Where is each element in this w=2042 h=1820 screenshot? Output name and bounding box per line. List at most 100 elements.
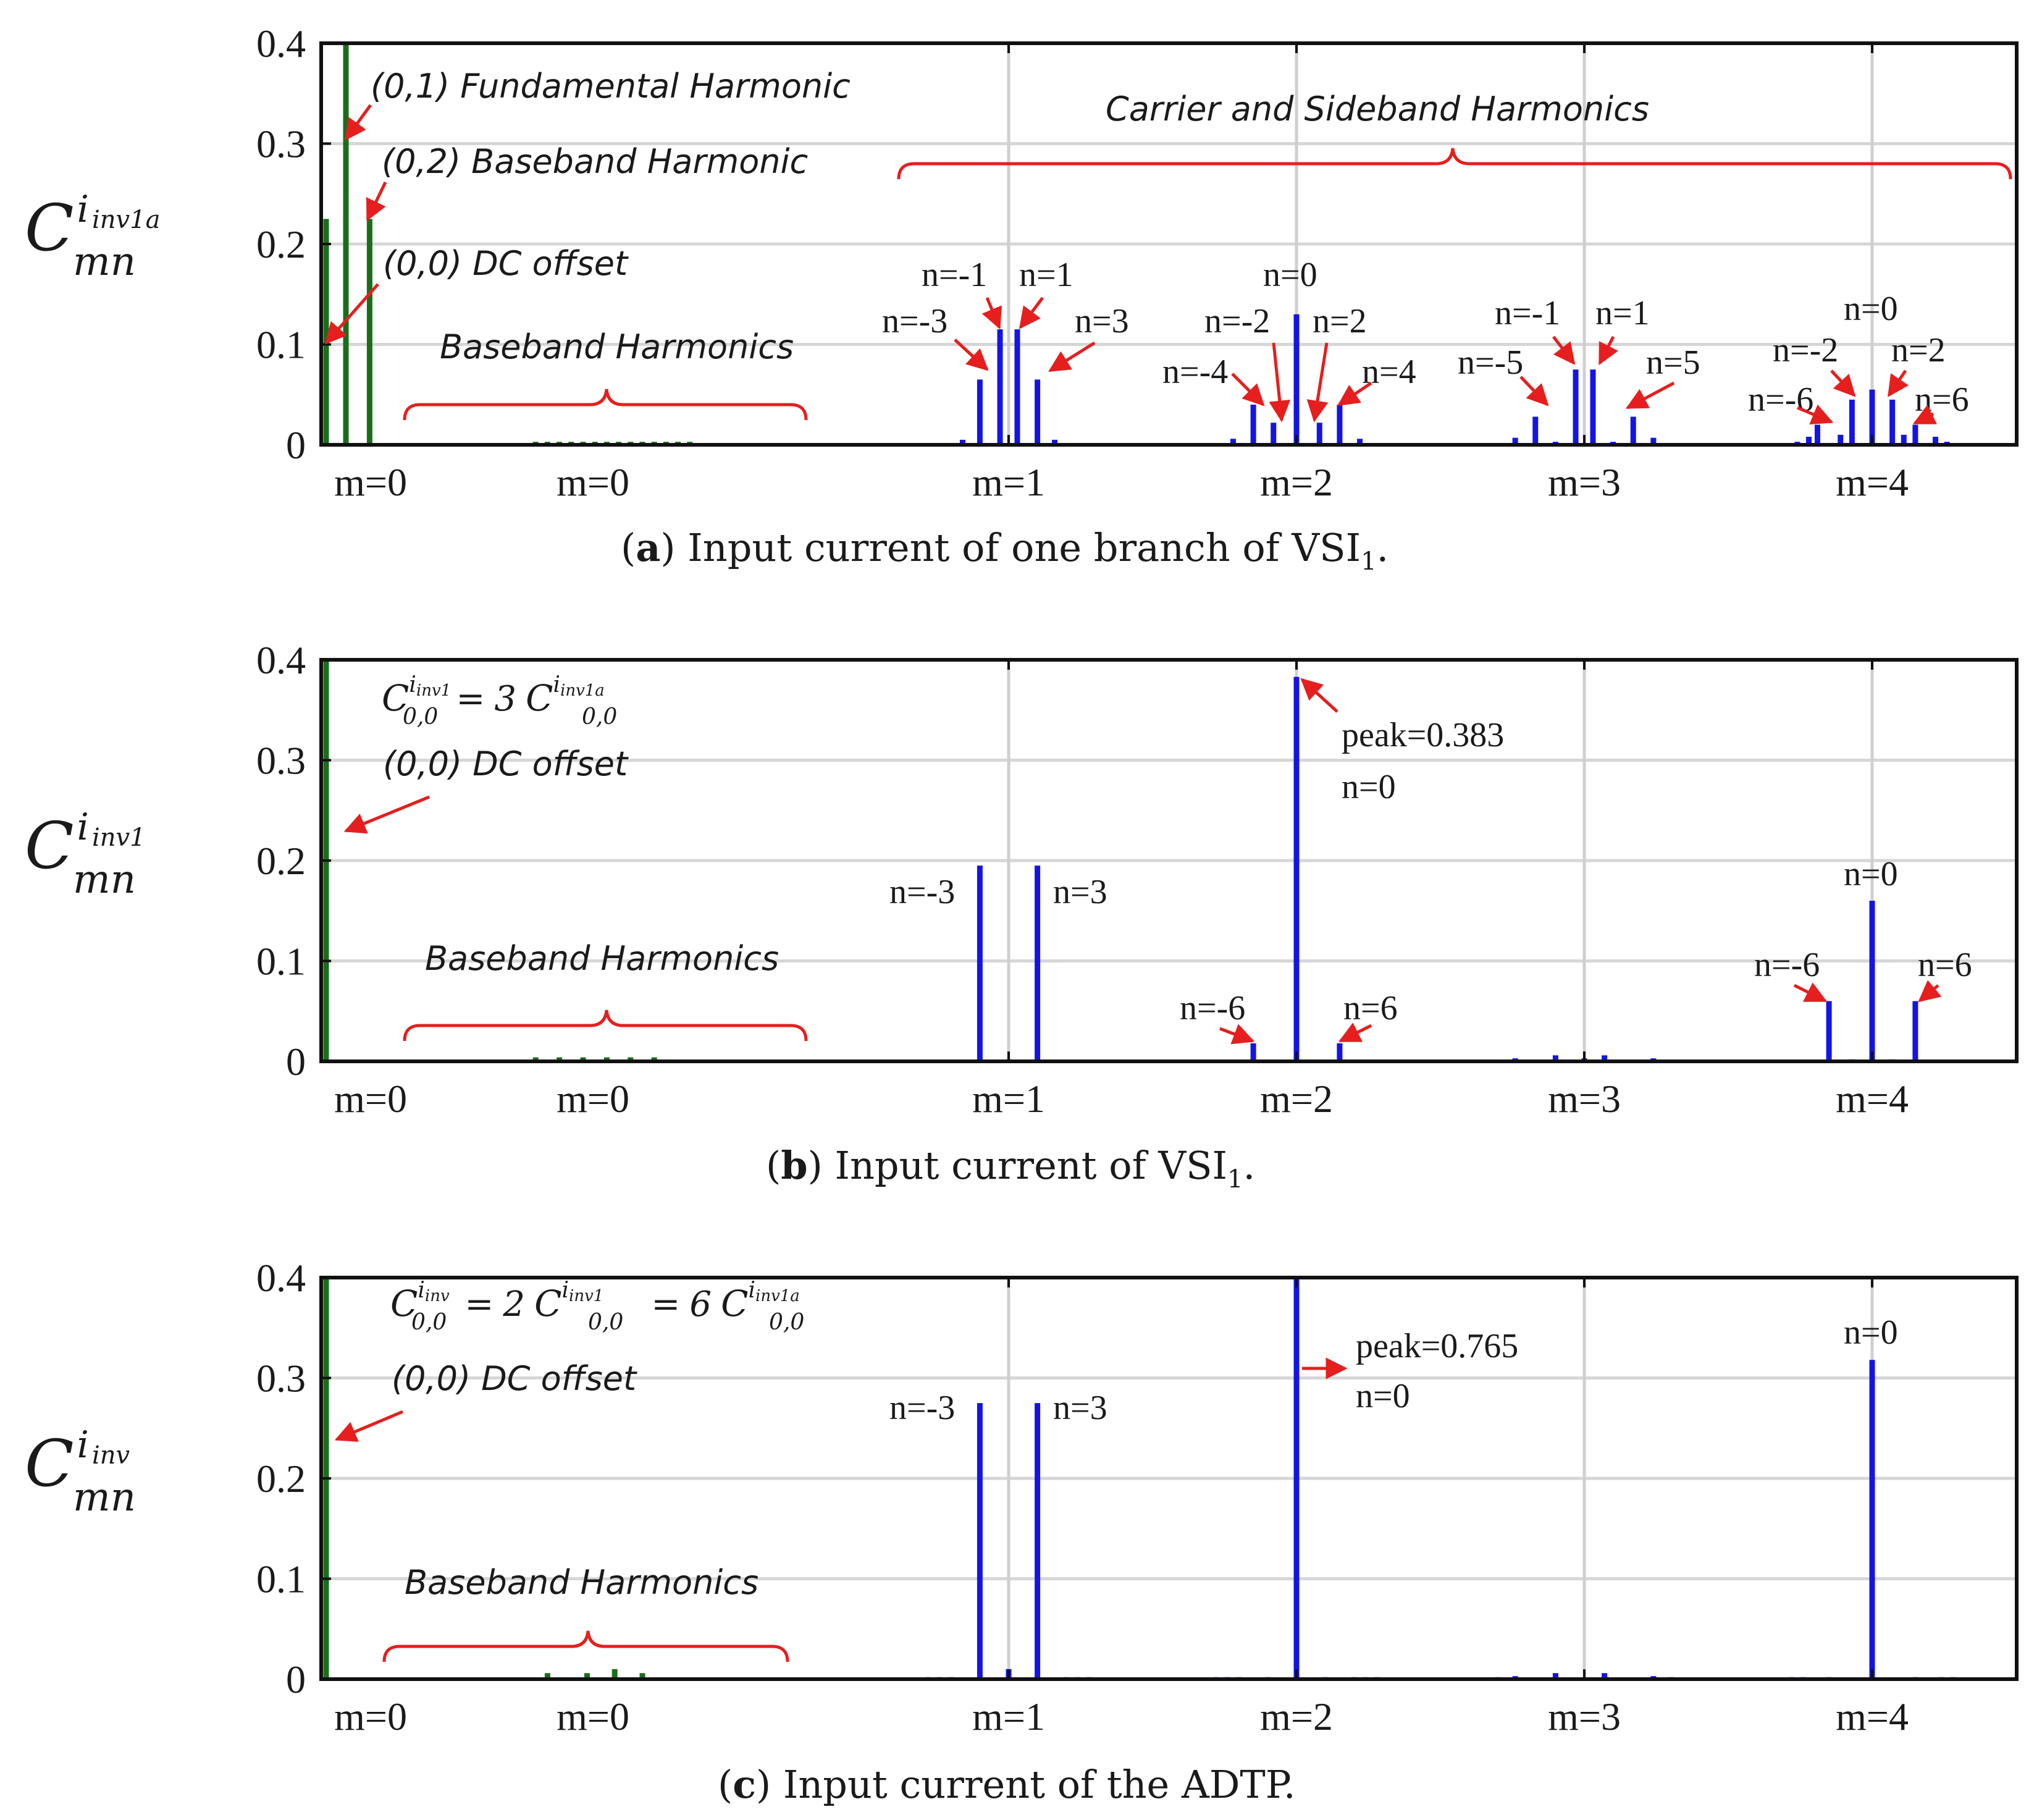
panel-c-eq-equals1: = bbox=[464, 1284, 494, 1325]
panel-c-eq-sub2: 0,0 bbox=[588, 1310, 623, 1335]
panel-c-ann-m1-n-3: n=-3 bbox=[889, 1389, 955, 1427]
panel-a-ytick-label: 0 bbox=[286, 423, 306, 467]
panel-a-ann-baseband-harmonics: Baseband Harmonics bbox=[440, 327, 794, 366]
panel-b-xtick-label: m=1 bbox=[972, 1077, 1045, 1121]
panel-b-ann-m4-n-6: n=-6 bbox=[1754, 946, 1820, 984]
panel-a-bar-carrier-sideband bbox=[1337, 405, 1343, 445]
panel-b-ann-m2-n6: n=6 bbox=[1343, 989, 1398, 1027]
panel-a-caption: (a) Input current of one branch of VSI1. bbox=[621, 525, 1389, 576]
panel-a-bar-carrier-sideband bbox=[1805, 437, 1812, 445]
panel-a-arrow-baseband-harm bbox=[366, 181, 387, 222]
panel-b-eq-i2: i bbox=[553, 672, 561, 697]
panel-a-grid bbox=[321, 43, 2017, 445]
panel-a-arrow-dc bbox=[324, 283, 379, 345]
panel-c-xtick-label: m=0 bbox=[334, 1695, 407, 1738]
panel-c-bar-baseband bbox=[639, 1673, 645, 1679]
panel-b-ytick-label: 0.4 bbox=[256, 638, 306, 682]
panel-a-arrow-m2-n-4 bbox=[1231, 373, 1265, 407]
panel-b-arrow-dc bbox=[343, 795, 430, 834]
panel-a-ylabel: C i inv1a mn bbox=[25, 188, 164, 285]
panel-a-arrow-m3-n1 bbox=[1598, 335, 1618, 366]
panel-a-bar-carrier-sideband bbox=[1869, 389, 1875, 445]
panel-b-bar-baseband bbox=[532, 1057, 539, 1061]
panel-c-ann-m4-n0: n=0 bbox=[1844, 1313, 1898, 1352]
panel-a-bar-carrier-sideband bbox=[1052, 439, 1058, 445]
panel-a-bar-carrier-sideband bbox=[1901, 434, 1907, 445]
panel-a-bar-carrier-sideband bbox=[1250, 405, 1256, 445]
panel-a-bar-carrier-sideband bbox=[997, 329, 1003, 445]
panel-a-bar-carrier-sideband bbox=[1814, 424, 1820, 445]
panel-c-ann-dc: (0,0) DC offset bbox=[392, 1359, 637, 1398]
panel-b-arrow-m4-n6 bbox=[1918, 980, 1942, 1003]
panel-b-ann-baseband-harmonics: Baseband Harmonics bbox=[425, 939, 779, 978]
panel-c-eq-sup2: inv1 bbox=[569, 1287, 603, 1305]
panel-a-xtick-label: m=3 bbox=[1548, 460, 1621, 504]
panel-a-bar-carrier-sideband bbox=[1035, 379, 1041, 445]
panel-b: 0 0.1 0.2 0.3 0.4 m=0 m=0 m=1 m=2 m=3 m=4 C i inv… bbox=[25, 638, 2019, 1194]
panel-a-brace-carrier bbox=[897, 148, 2012, 180]
panel-c-ytick-label: 0.1 bbox=[256, 1557, 306, 1601]
panel-a-brace-baseband bbox=[403, 389, 808, 421]
panel-a-bar-carrier-sideband bbox=[1512, 437, 1518, 445]
panel-c-ylabel-main: C bbox=[25, 1426, 74, 1501]
panel-a-ann-carrier: Carrier and Sideband Harmonics bbox=[1106, 90, 1649, 128]
panel-c-bar-carrier-sideband bbox=[1035, 1403, 1041, 1679]
panel-c-xtick-label: m=4 bbox=[1836, 1695, 1909, 1738]
panel-b-ytick-label: 0.2 bbox=[256, 839, 306, 883]
panel-b-eq-sub2: 0,0 bbox=[582, 704, 617, 730]
panel-c-caption-label: c bbox=[733, 1762, 756, 1807]
panel-b-eq-coef: 3 bbox=[494, 679, 516, 719]
panel-c-eq-i2: i bbox=[562, 1278, 569, 1303]
panel-b-ann-peak: peak=0.383 bbox=[1342, 716, 1504, 754]
panel-c-eq-sub3: 0,0 bbox=[769, 1310, 804, 1335]
panel-b-xtick-label: m=3 bbox=[1548, 1077, 1621, 1121]
panel-c: 0 0.1 0.2 0.3 0.4 m=0 m=0 m=1 m=2 m=3 m=4 C i inv… bbox=[25, 1256, 2019, 1807]
panel-a-bar-carrier-sideband bbox=[1014, 329, 1020, 445]
panel-c-bar-baseband bbox=[544, 1673, 550, 1679]
panel-b-caption-text: Input current of VSI bbox=[834, 1143, 1227, 1188]
panel-a-bar-carrier-sideband bbox=[1532, 416, 1539, 445]
panel-c-bar-baseband bbox=[584, 1673, 590, 1679]
panel-b-ylabel-super: i bbox=[77, 806, 89, 849]
panel-c-eq-sup3: inv1a bbox=[755, 1287, 800, 1305]
panel-a-bar-carrier-sideband bbox=[1933, 437, 1939, 445]
panel-c-ylabel-super-sub: inv bbox=[92, 1441, 130, 1470]
panel-a-ann-m2-n-4: n=-4 bbox=[1162, 353, 1228, 391]
panel-b-caption: (b) Input current of VSI1. bbox=[766, 1143, 1255, 1194]
panel-a-ann-m3-n-1: n=-1 bbox=[1495, 294, 1560, 332]
panel-b-arrow-m2-n6 bbox=[1338, 1022, 1372, 1043]
panel-a-arrow-m1-n-3 bbox=[954, 339, 989, 371]
panel-c-bar-carrier-sideband bbox=[1552, 1673, 1558, 1679]
panel-a-arrow-m4-n-6 bbox=[1797, 404, 1834, 424]
panel-b-ann-m1-n3: n=3 bbox=[1053, 873, 1107, 911]
panel-b-caption-sub: 1 bbox=[1227, 1165, 1243, 1194]
panel-c-xtick-label: m=1 bbox=[972, 1695, 1045, 1738]
panel-a-arrow-m4-n6 bbox=[1912, 405, 1938, 425]
panel-a-bar-carrier-sideband bbox=[1650, 437, 1657, 445]
panel-c-ytick-label: 0.3 bbox=[256, 1357, 306, 1401]
panel-a-xtick-label: m=0 bbox=[557, 460, 629, 504]
panel-b-xtick-label: m=2 bbox=[1260, 1077, 1333, 1121]
panel-b-bar-carrier-sideband bbox=[1912, 1001, 1918, 1061]
panel-c-ytick-label: 0 bbox=[286, 1658, 306, 1701]
panel-a-bar-carrier-sideband bbox=[1889, 399, 1896, 445]
panel-b-eq-c1: C bbox=[382, 677, 409, 719]
panel-b-ann-m4-n0: n=0 bbox=[1844, 855, 1898, 893]
panel-a-ytick-label: 0.2 bbox=[256, 222, 306, 266]
panel-b-ann-m2-n-6: n=-6 bbox=[1180, 989, 1245, 1027]
panel-a-ann-m1-n3: n=3 bbox=[1075, 302, 1129, 340]
panel-a-arrow-m4-n2 bbox=[1887, 369, 1909, 397]
panel-a-ann-m4-n-6: n=-6 bbox=[1748, 381, 1813, 419]
panel-c-brace-baseband bbox=[382, 1630, 789, 1662]
panel-a-ann-m4-n2: n=2 bbox=[1891, 331, 1946, 369]
panel-b-ann-m1-n-3: n=-3 bbox=[889, 873, 955, 911]
panel-b-eq-equals: = bbox=[456, 679, 485, 719]
panel-c-x-ticks: m=0 m=0 m=1 m=2 m=3 m=4 bbox=[334, 1278, 1909, 1738]
panel-a-ylabel-super: i bbox=[77, 188, 89, 231]
panel-c-ann-baseband-harmonics: Baseband Harmonics bbox=[405, 1563, 758, 1602]
panel-b-grid bbox=[321, 660, 2017, 1061]
panel-a-ylabel-main: C bbox=[25, 190, 74, 266]
panel-a-arrow-m2-n-2 bbox=[1269, 342, 1291, 423]
panel-a-ann-m4-n-2: n=-2 bbox=[1773, 331, 1838, 369]
panel-b-brace-baseband bbox=[403, 1009, 808, 1042]
